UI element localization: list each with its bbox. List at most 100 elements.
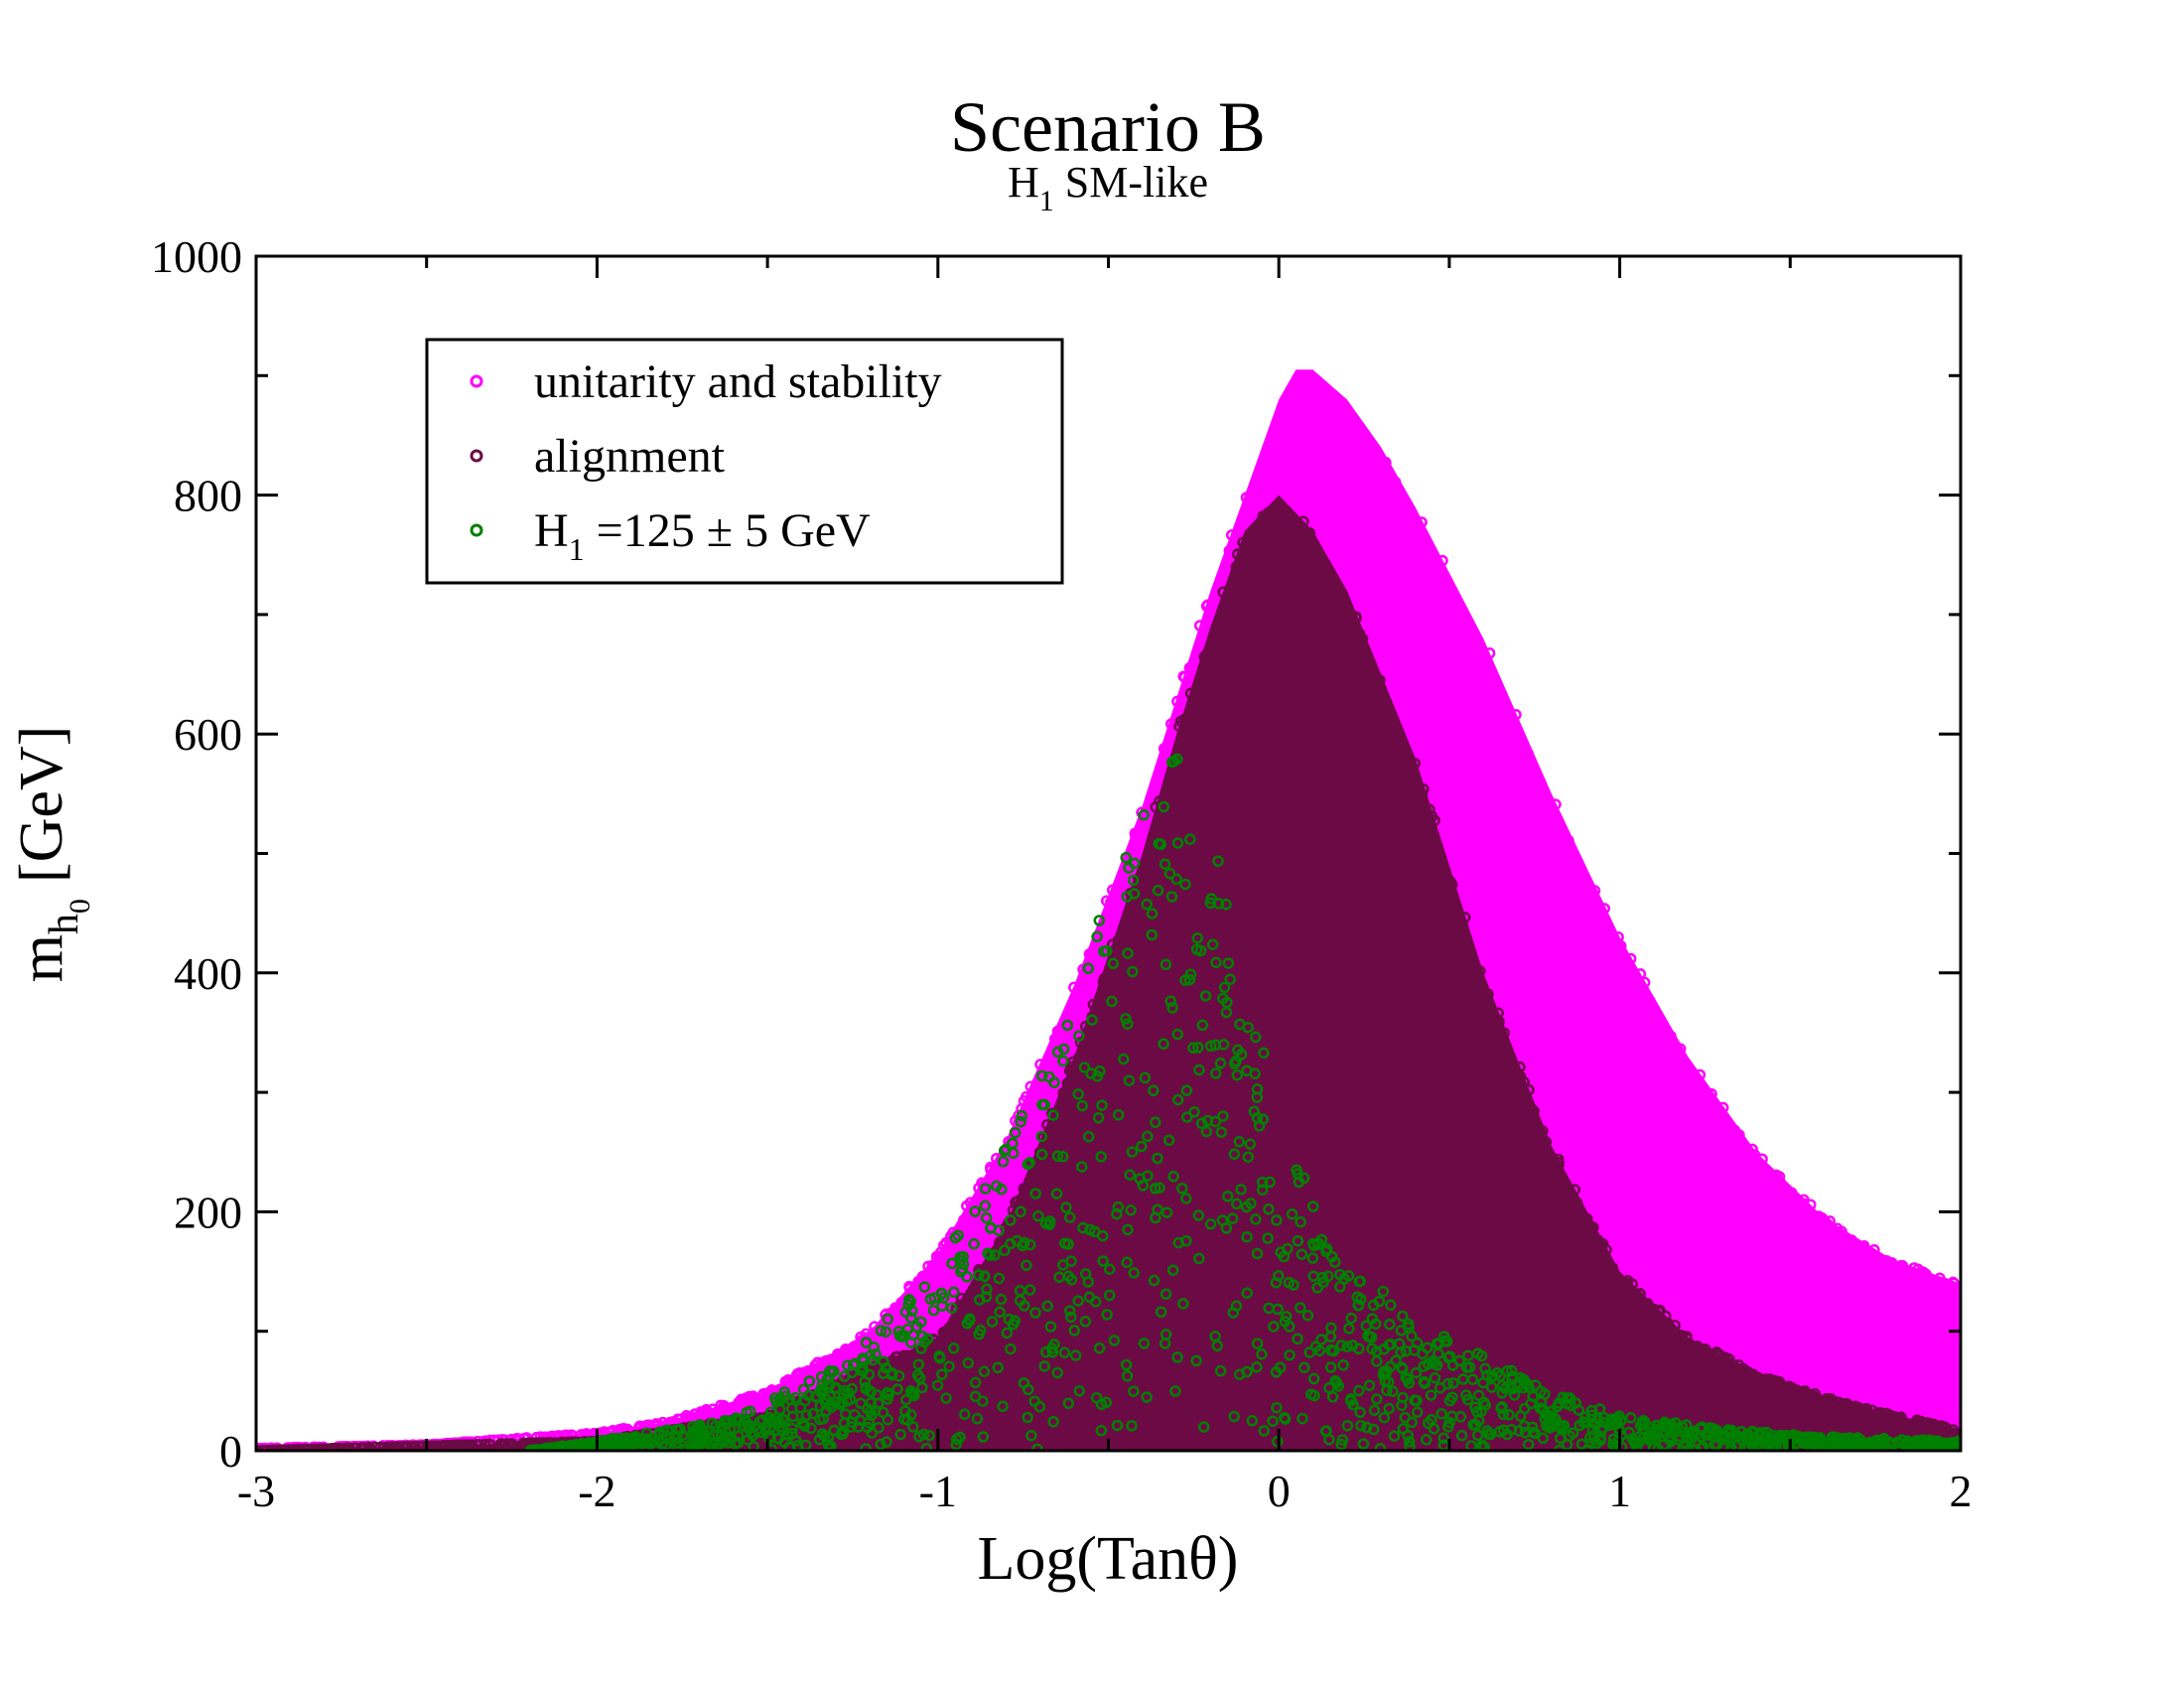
series-2-point	[1237, 536, 1249, 548]
series-3-point	[1224, 973, 1236, 985]
series-3-point	[1406, 1416, 1418, 1429]
series-1-point	[1855, 1244, 1868, 1257]
series-3-point	[865, 1385, 878, 1398]
series-3-point	[1486, 1371, 1498, 1383]
series-1-point	[1292, 390, 1304, 402]
series-2-point	[1033, 1146, 1046, 1159]
series-3-point	[962, 1356, 975, 1369]
series-1-point	[1829, 1227, 1841, 1240]
series-2-point	[1504, 1057, 1517, 1068]
series-3-point	[875, 1325, 887, 1337]
series-3-point	[1922, 1438, 1935, 1450]
series-3-point	[1035, 1130, 1048, 1143]
x-tick-label: 0	[1268, 1466, 1291, 1516]
series-2-point	[1321, 625, 1333, 636]
series-3-point	[1190, 1354, 1202, 1367]
series-2-point	[1145, 843, 1158, 856]
series-2-point	[497, 1438, 509, 1451]
series-3-point	[1296, 1248, 1308, 1260]
series-3-point	[815, 1386, 828, 1399]
series-2-point	[1245, 583, 1258, 595]
series-3-point	[1648, 1442, 1660, 1451]
series-2-point	[1621, 1274, 1634, 1287]
series-3-point	[1385, 1299, 1397, 1312]
series-3-point	[1325, 1250, 1338, 1263]
series-3-point	[1241, 1230, 1253, 1243]
series-3-point	[1367, 1423, 1380, 1436]
series-3-point	[1437, 1331, 1450, 1342]
series-3-point	[1484, 1428, 1497, 1441]
series-1-point	[1129, 829, 1142, 842]
series-3-point	[1126, 1146, 1139, 1158]
series-2-point	[1058, 1105, 1071, 1118]
series-1-point	[1934, 1272, 1946, 1285]
series-3-point	[1057, 1259, 1069, 1271]
series-3-point	[1154, 1182, 1165, 1194]
series-3-point	[1443, 1416, 1455, 1429]
series-2-point	[1384, 753, 1397, 765]
series-3-point	[857, 1361, 869, 1373]
series-1-point	[1908, 1262, 1920, 1274]
series-3-point	[1806, 1436, 1818, 1449]
series-3-point	[842, 1359, 854, 1372]
series-3-point	[1503, 1409, 1515, 1421]
series-3-point	[783, 1393, 796, 1405]
y-tick-label: 1000	[151, 231, 242, 282]
series-1-point	[1088, 948, 1101, 961]
series-3-point	[1286, 1207, 1298, 1220]
series-3-point	[1325, 1344, 1337, 1356]
series-2-region	[256, 494, 1961, 1451]
series-3-point	[1179, 878, 1191, 891]
series-2-point	[1158, 818, 1169, 830]
series-3-point	[1715, 1428, 1728, 1441]
series-1-point	[1514, 761, 1526, 773]
series-2-point	[1817, 1394, 1830, 1407]
series-1-point	[1018, 1095, 1030, 1107]
series-3-point	[1383, 1402, 1395, 1415]
series-3-point	[1321, 1242, 1333, 1255]
series-2-point	[1471, 977, 1483, 989]
series-3-point	[1397, 1423, 1410, 1435]
series-2-point	[1204, 678, 1217, 690]
series-2-point	[1368, 725, 1380, 738]
series-3-point	[689, 1423, 702, 1436]
series-3-point	[1124, 1169, 1136, 1181]
series-3-point	[899, 1306, 912, 1318]
series-3-point	[1306, 1200, 1319, 1212]
series-3-point	[1095, 1151, 1107, 1163]
series-1-point	[1716, 1101, 1729, 1114]
series-2-point	[1182, 726, 1195, 738]
series-1-point	[1348, 425, 1360, 437]
series-3-point	[915, 1342, 927, 1354]
series-2-point	[1700, 1344, 1712, 1356]
series-3-point	[1251, 1338, 1264, 1349]
series-1-point	[1472, 640, 1484, 652]
series-3-point	[1455, 1430, 1468, 1442]
series-3-point	[1063, 1211, 1076, 1223]
series-3-point	[973, 1269, 985, 1281]
series-3-point	[1148, 1274, 1160, 1287]
series-3-point	[1191, 931, 1204, 944]
x-axis: -3 -2 -1 0 1 2	[237, 256, 1973, 1516]
series-3-point	[1320, 1425, 1332, 1437]
series-3-point	[1190, 943, 1203, 955]
series-2-point	[1329, 579, 1341, 592]
series-1-point	[1680, 1082, 1693, 1094]
series-2-point	[1215, 650, 1228, 662]
series-3-point	[1377, 1285, 1389, 1298]
series-2-point	[1119, 928, 1132, 940]
series-1-point	[1764, 1183, 1776, 1195]
series-1-point	[1466, 692, 1479, 704]
series-1-point	[1501, 756, 1514, 768]
series-3-point	[1418, 1375, 1431, 1388]
series-3-point	[1241, 1287, 1253, 1299]
series-1-point	[1105, 901, 1117, 914]
series-2-point	[1024, 1173, 1037, 1185]
series-3-point	[933, 1349, 945, 1362]
series-2-point	[870, 1360, 882, 1372]
series-3-point	[1187, 1042, 1199, 1055]
series-3-point	[1073, 1385, 1086, 1397]
series-3-point	[1585, 1409, 1598, 1421]
series-3-point	[1437, 1432, 1449, 1445]
series-3-point	[979, 1199, 992, 1212]
